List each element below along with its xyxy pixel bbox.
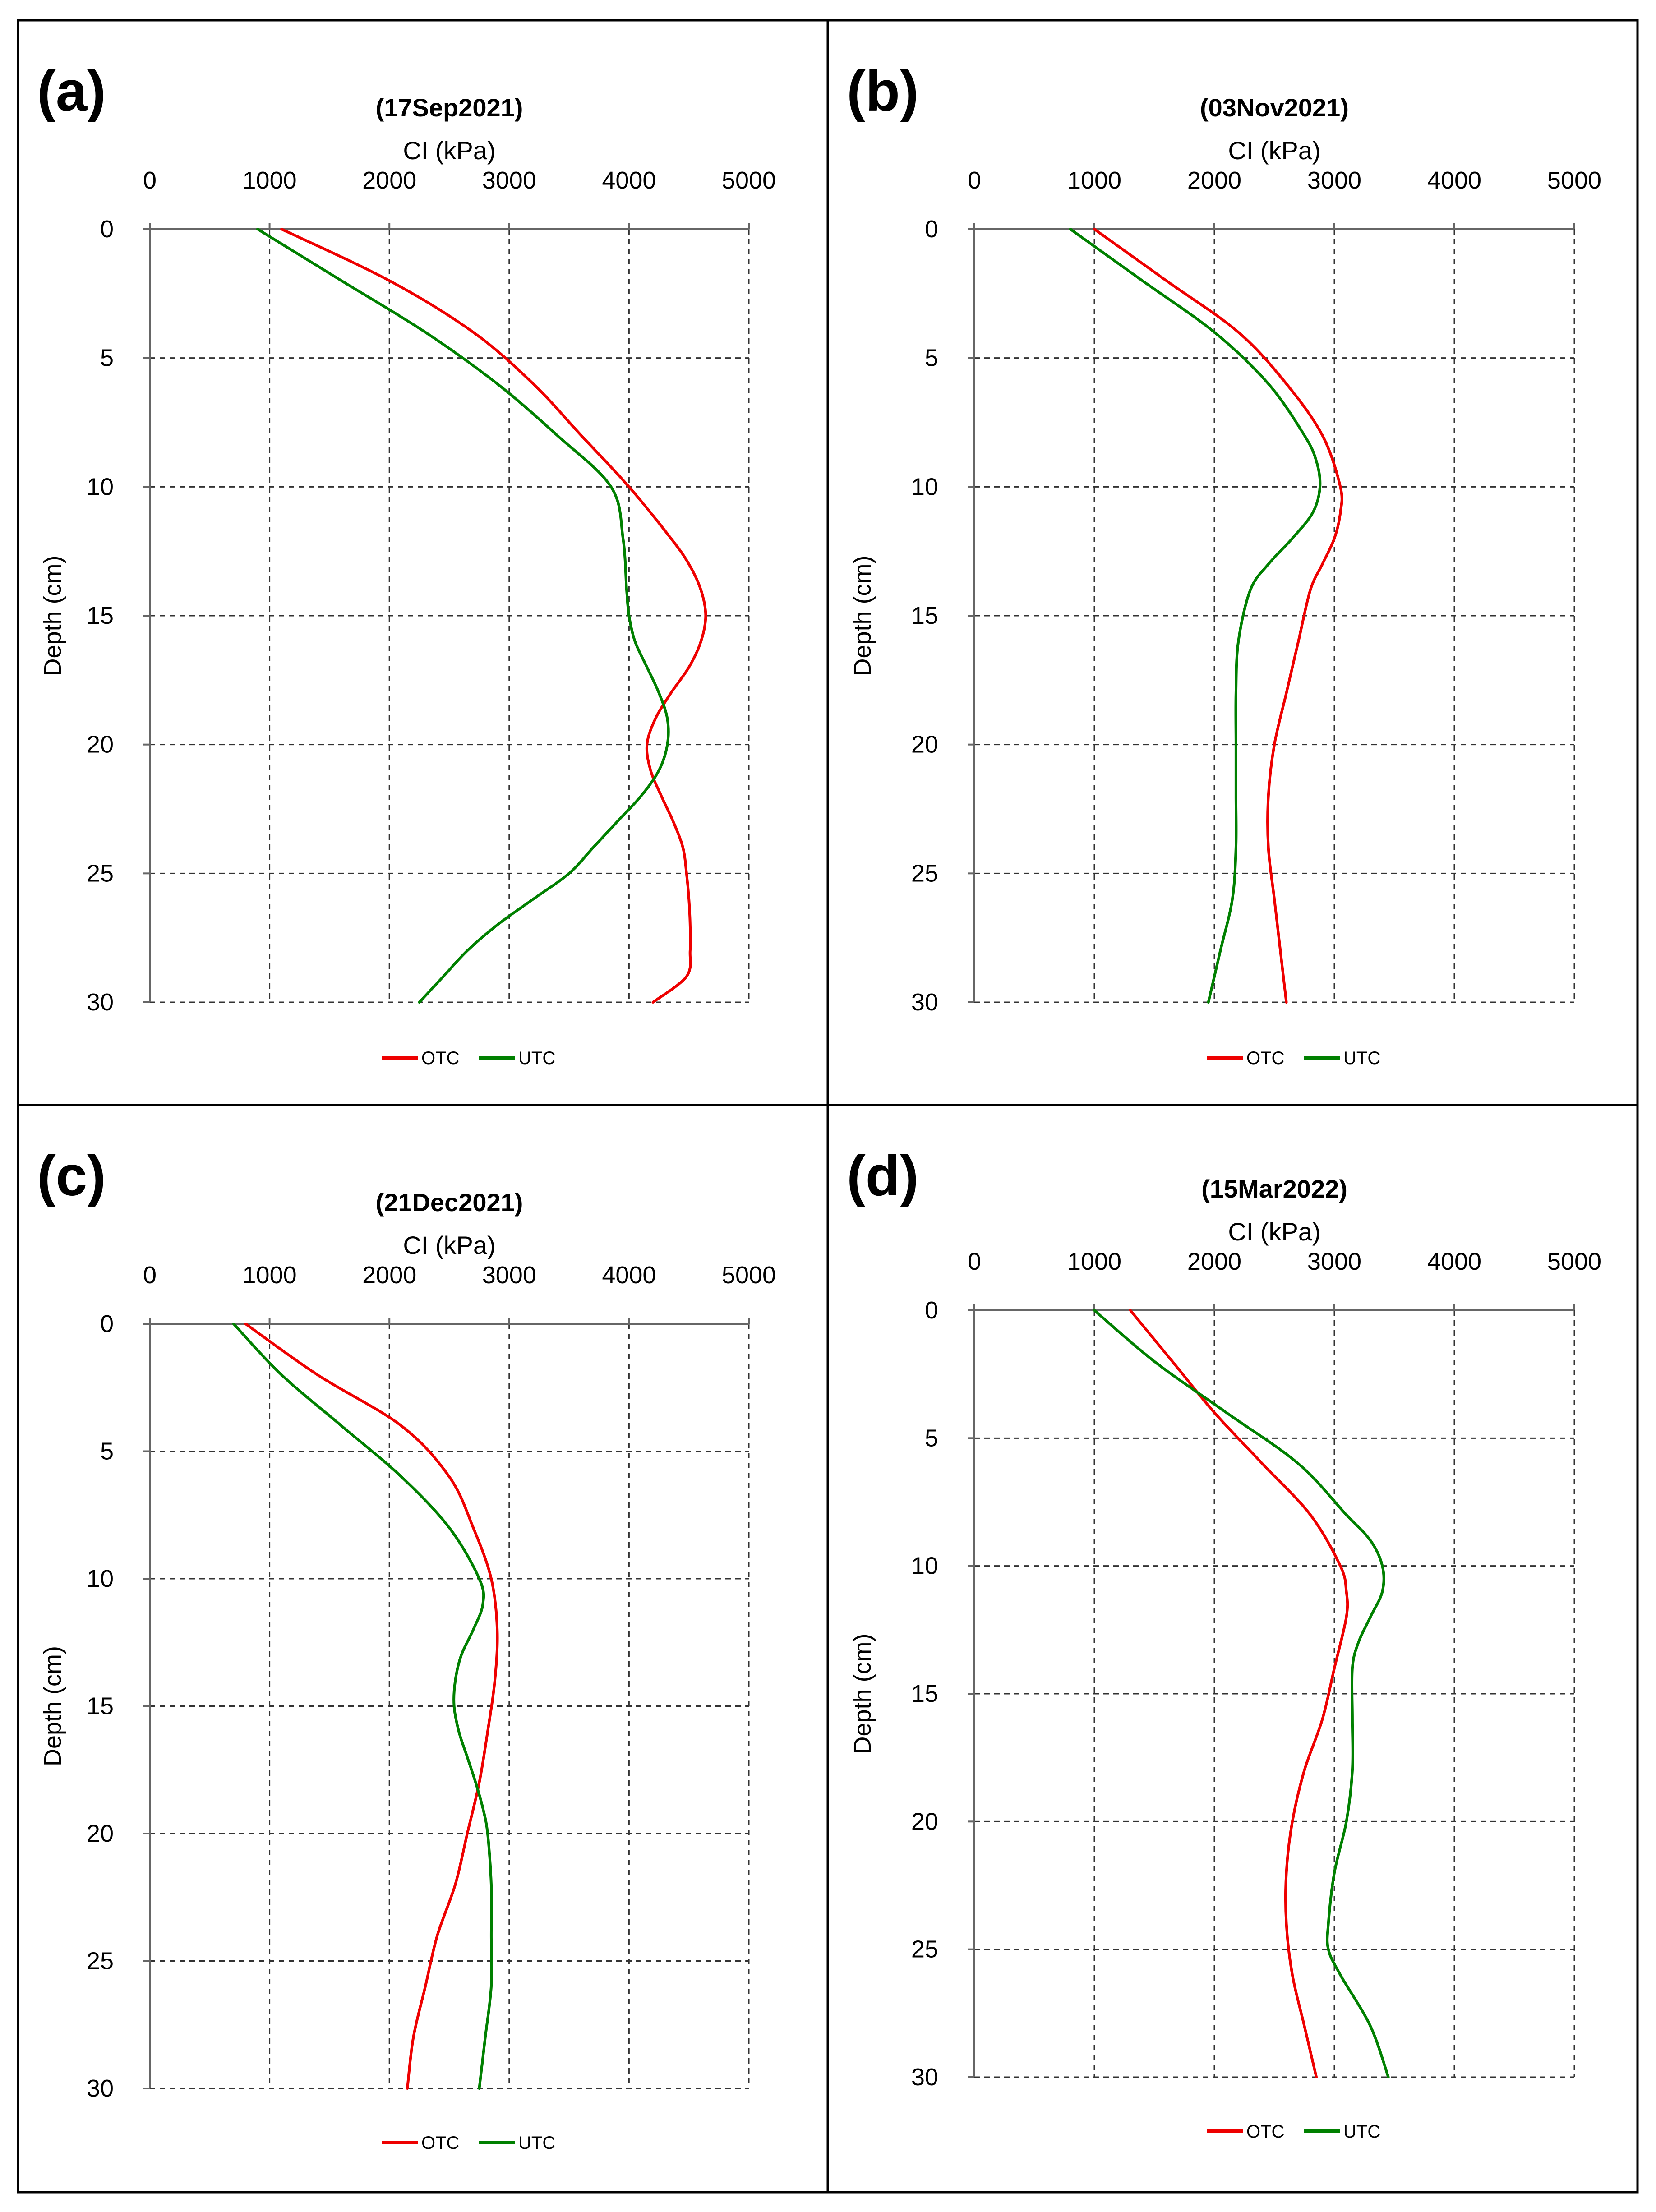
panel-frame [826, 1104, 1639, 2194]
chart-panel: (a) (17Sep2021) CI (kPa) 0 1000 2000 3000 4000 5… [17, 19, 829, 1124]
legend-label-otc: OTC [421, 2133, 459, 2153]
y-tick-label: 30 [911, 2064, 938, 2091]
chart-panel: (d) (15Mar2022) CI (kPa) 0 1000 2000 3000 4000 5… [826, 1104, 1639, 2194]
panel-label: (a) [37, 60, 106, 123]
x-tick-label: 5000 [722, 167, 776, 194]
x-tick-label: 2000 [362, 167, 416, 194]
y-tick-label: 0 [925, 216, 938, 243]
y-tick-label: 30 [87, 989, 114, 1016]
x-tick-label: 2000 [362, 1262, 416, 1289]
series-line-otc [1129, 1309, 1349, 2078]
legend-label-utc: UTC [518, 1048, 555, 1068]
y-axis-title: Depth (cm) [849, 555, 876, 676]
panel-frame [17, 1104, 829, 2194]
x-tick-label: 1000 [1067, 167, 1121, 194]
x-tick-label: 5000 [722, 1262, 776, 1289]
y-axis-title: Depth (cm) [39, 555, 66, 676]
series-line-otc [280, 228, 707, 1004]
panel-label: (c) [37, 1145, 106, 1207]
x-tick-label: 0 [968, 1248, 981, 1275]
y-tick-label: 10 [87, 473, 114, 500]
chart-title: (21Dec2021) [376, 1188, 523, 1217]
y-tick-label: 25 [911, 1936, 938, 1963]
y-tick-label: 15 [87, 602, 114, 629]
legend: OTC UTC [1207, 2122, 1380, 2142]
x-tick-label: 4000 [602, 1262, 656, 1289]
x-tick-label: 0 [143, 167, 157, 194]
chart-title: (17Sep2021) [376, 93, 523, 122]
panel-label: (d) [847, 1145, 919, 1207]
x-tick-label: 1000 [243, 1262, 297, 1289]
y-tick-label: 5 [100, 1438, 114, 1465]
y-tick-label: 25 [87, 860, 114, 887]
y-tick-label: 20 [87, 731, 114, 758]
y-tick-label: 30 [911, 989, 938, 1016]
x-tick-label: 4000 [1427, 167, 1481, 194]
y-tick-label: 15 [911, 602, 938, 629]
series-line-utc [1069, 228, 1322, 1004]
y-tick-label: 0 [925, 1297, 938, 1324]
x-tick-label: 3000 [1307, 167, 1361, 194]
series-line-utc [256, 228, 670, 1004]
legend-label-utc: UTC [518, 2133, 555, 2153]
y-axis-title: Depth (cm) [39, 1646, 66, 1766]
y-tick-label: 5 [100, 345, 114, 372]
legend: OTC UTC [382, 1048, 555, 1068]
panel-label: (b) [847, 60, 919, 123]
legend-label-utc: UTC [1343, 2122, 1380, 2142]
y-tick-label: 10 [911, 1553, 938, 1580]
y-tick-label: 25 [911, 860, 938, 887]
x-axis-title: CI (kPa) [403, 1231, 495, 1259]
x-tick-label: 3000 [1307, 1248, 1361, 1275]
legend: OTC UTC [1207, 1048, 1380, 1068]
y-tick-label: 0 [100, 1310, 114, 1337]
chart-title: (03Nov2021) [1200, 93, 1349, 122]
panel-frame [826, 19, 1639, 1124]
y-tick-label: 20 [911, 731, 938, 758]
legend: OTC UTC [382, 2133, 555, 2153]
legend-label-otc: OTC [1246, 2122, 1284, 2142]
x-tick-label: 4000 [602, 167, 656, 194]
x-tick-label: 3000 [482, 167, 536, 194]
x-tick-label: 2000 [1187, 1248, 1241, 1275]
legend-label-otc: OTC [1246, 1048, 1284, 1068]
x-tick-label: 2000 [1187, 167, 1241, 194]
x-tick-label: 5000 [1547, 1248, 1601, 1275]
chart-panel: (b) (03Nov2021) CI (kPa) 0 1000 2000 3000 4000 5… [826, 19, 1639, 1124]
x-tick-label: 0 [968, 167, 981, 194]
series-line-utc [232, 1323, 493, 2090]
legend-label-otc: OTC [421, 1048, 459, 1068]
x-tick-label: 1000 [243, 167, 297, 194]
x-tick-label: 3000 [482, 1262, 536, 1289]
series-line-otc [1093, 228, 1343, 1004]
y-axis-title: Depth (cm) [849, 1633, 876, 1754]
x-axis-title: CI (kPa) [1228, 136, 1320, 165]
y-tick-label: 10 [911, 473, 938, 500]
chart-title: (15Mar2022) [1201, 1175, 1347, 1203]
y-tick-label: 5 [925, 345, 938, 372]
y-tick-label: 30 [87, 2075, 114, 2102]
x-tick-label: 4000 [1427, 1248, 1481, 1275]
y-tick-label: 25 [87, 1948, 114, 1975]
series-line-utc [1093, 1309, 1390, 2078]
panel-frame [17, 19, 829, 1124]
y-tick-label: 20 [911, 1808, 938, 1835]
y-tick-label: 20 [87, 1820, 114, 1847]
x-tick-label: 5000 [1547, 167, 1601, 194]
x-tick-label: 0 [143, 1262, 157, 1289]
y-tick-label: 15 [911, 1680, 938, 1707]
series-line-otc [244, 1323, 499, 2090]
y-tick-label: 0 [100, 216, 114, 243]
y-tick-label: 10 [87, 1565, 114, 1592]
chart-panel: (c) (21Dec2021) CI (kPa) 0 1000 2000 3000 4000 5… [17, 1104, 829, 2194]
x-tick-label: 1000 [1067, 1248, 1121, 1275]
x-axis-title: CI (kPa) [1228, 1217, 1320, 1246]
y-tick-label: 15 [87, 1693, 114, 1720]
x-axis-title: CI (kPa) [403, 136, 495, 165]
y-tick-label: 5 [925, 1424, 938, 1452]
legend-label-utc: UTC [1343, 1048, 1380, 1068]
